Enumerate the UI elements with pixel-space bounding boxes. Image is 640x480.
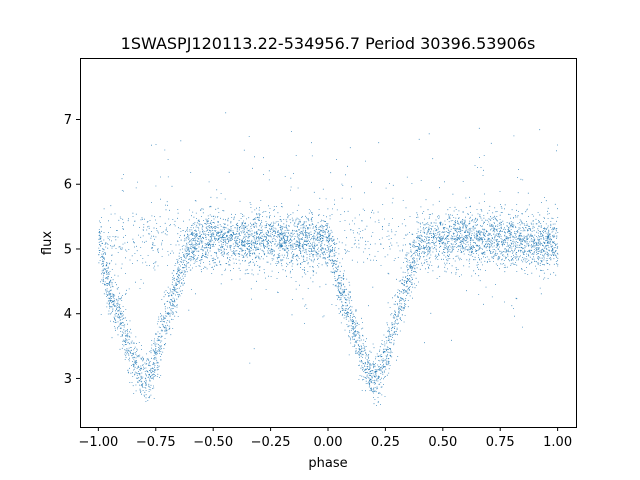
y-axis: 3 4 5 6 7 xyxy=(64,113,80,387)
x-tick-label: 1.00 xyxy=(543,435,572,450)
y-tick-label: 3 xyxy=(64,372,72,387)
x-tick-label: 0.00 xyxy=(314,435,343,450)
y-axis-label: flux xyxy=(40,231,55,255)
x-tick-label: 0.75 xyxy=(486,435,515,450)
x-tick-label: 0.25 xyxy=(371,435,400,450)
x-axis-label: phase xyxy=(308,456,347,471)
x-tick-label: −0.25 xyxy=(251,435,291,450)
y-tick-label: 4 xyxy=(64,307,72,322)
x-axis: −1.00 −0.75 −0.50 −0.25 0.00 0.25 0.50 0.75 1.00 xyxy=(78,427,572,450)
y-tick-label: 5 xyxy=(64,242,72,257)
x-tick-label: −1.00 xyxy=(78,435,118,450)
y-tick-label: 6 xyxy=(64,178,72,193)
data-points xyxy=(98,112,559,406)
x-tick-label: 0.50 xyxy=(428,435,457,450)
chart-title: 1SWASPJ120113.22-534956.7 Period 30396.5… xyxy=(121,34,536,53)
scatter-points xyxy=(98,112,559,406)
x-tick-label: −0.75 xyxy=(136,435,176,450)
y-tick-label: 7 xyxy=(64,113,72,128)
x-tick-label: −0.50 xyxy=(193,435,233,450)
